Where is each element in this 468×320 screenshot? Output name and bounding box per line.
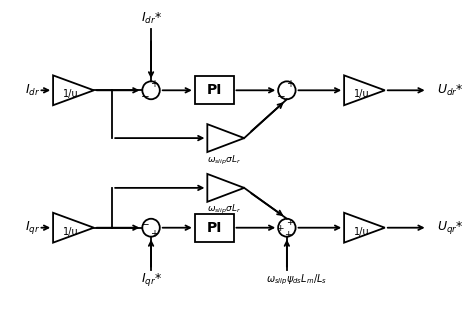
Text: $U_{qr}$*: $U_{qr}$* xyxy=(437,219,464,236)
Text: 1/u: 1/u xyxy=(354,227,369,237)
Text: 1/u: 1/u xyxy=(354,89,369,99)
Text: $\omega_{slip}\sigma L_r$: $\omega_{slip}\sigma L_r$ xyxy=(207,203,241,216)
Text: PI: PI xyxy=(206,83,222,97)
Text: +: + xyxy=(276,224,284,233)
Bar xyxy=(195,76,234,104)
Text: $I_{dr}$: $I_{dr}$ xyxy=(25,83,40,98)
Text: $\omega_{slip}\psi_{ds}L_m/L_s$: $\omega_{slip}\psi_{ds}L_m/L_s$ xyxy=(266,272,327,287)
Text: PI: PI xyxy=(206,221,222,235)
Text: +: + xyxy=(286,218,293,227)
Text: $I_{dr}$*: $I_{dr}$* xyxy=(140,11,161,26)
Text: 1/u: 1/u xyxy=(63,227,78,237)
Text: +: + xyxy=(284,230,292,239)
Text: $I_{qr}$*: $I_{qr}$* xyxy=(140,271,161,288)
Text: $\omega_{slip}\sigma L_r$: $\omega_{slip}\sigma L_r$ xyxy=(207,154,241,166)
Text: $-$: $-$ xyxy=(140,90,150,100)
Text: 1/u: 1/u xyxy=(63,89,78,99)
Text: +: + xyxy=(150,229,158,239)
Text: $U_{dr}$*: $U_{dr}$* xyxy=(437,83,464,98)
Text: $-$: $-$ xyxy=(140,218,150,228)
Text: +: + xyxy=(150,79,158,89)
Text: +: + xyxy=(286,79,294,89)
Text: $I_{qr}$: $I_{qr}$ xyxy=(25,219,40,236)
Bar xyxy=(195,214,234,242)
Text: $-$: $-$ xyxy=(276,90,286,100)
